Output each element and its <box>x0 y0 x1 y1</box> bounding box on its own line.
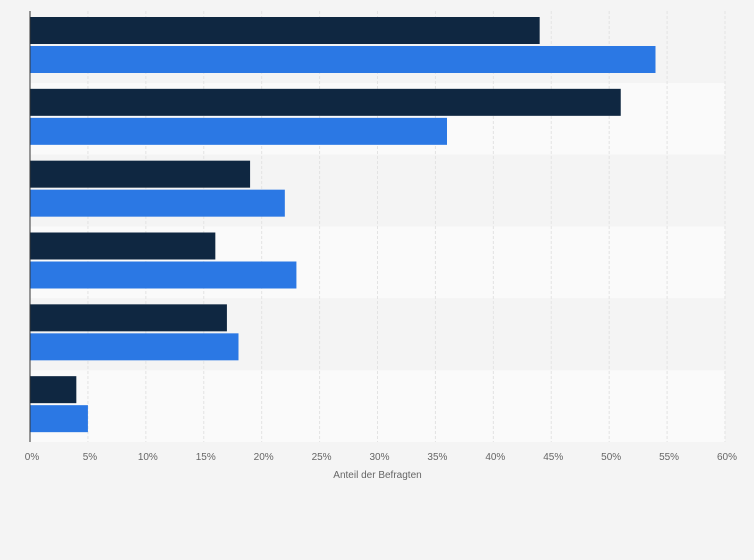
x-tick-labels: 0% 5% 10% 15% 20% 25% 30% 35% 40% 45% 50% 55% 60% <box>25 452 737 463</box>
bar <box>30 232 216 260</box>
x-tick-label: 35% <box>427 452 447 463</box>
bar <box>30 117 447 145</box>
bar <box>30 17 540 44</box>
x-tick-label: 5% <box>83 452 98 463</box>
x-axis-title: Anteil der Befragten <box>333 470 421 481</box>
x-tick-label: 45% <box>543 452 563 463</box>
x-tick-label: 0% <box>25 452 40 463</box>
bar <box>30 160 251 188</box>
bar <box>30 261 297 289</box>
x-tick-label: 55% <box>659 452 679 463</box>
bar <box>30 189 285 217</box>
x-tick-label: 60% <box>717 452 737 463</box>
bar <box>30 46 656 73</box>
x-tick-label: 25% <box>312 452 332 463</box>
bar <box>30 304 227 332</box>
bars <box>30 17 656 433</box>
x-tick-label: 10% <box>138 452 158 463</box>
bar <box>30 376 77 404</box>
bar <box>30 88 621 116</box>
x-tick-label: 30% <box>369 452 389 463</box>
x-tick-label: 20% <box>254 452 274 463</box>
x-tick-label: 15% <box>196 452 216 463</box>
gridlines <box>87 11 726 442</box>
x-tick-label: 40% <box>485 452 505 463</box>
bar <box>30 405 88 433</box>
x-tick-label: 50% <box>601 452 621 463</box>
bar <box>30 333 239 361</box>
